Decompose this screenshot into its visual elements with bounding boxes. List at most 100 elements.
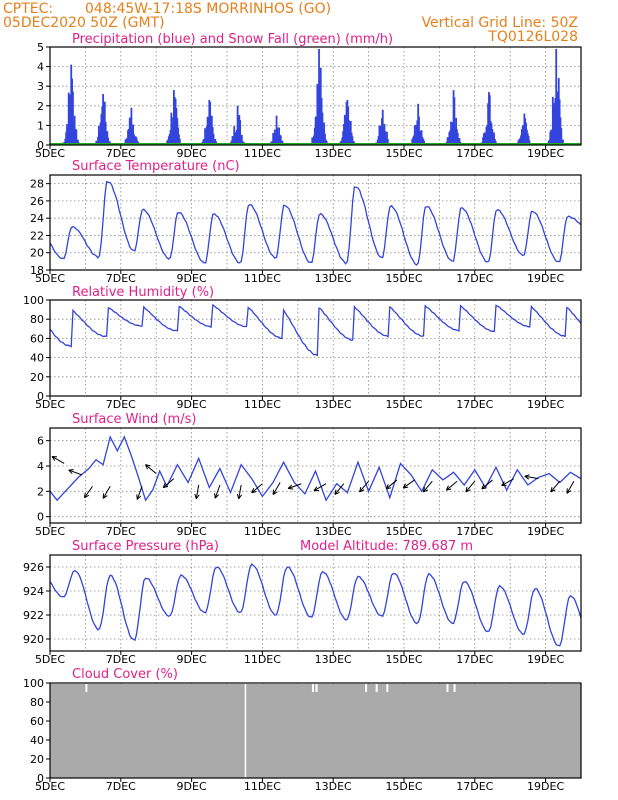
panel-2: Surface Temperature (nC) 18 20 22 24 26 28 5DEC… <box>30 159 582 285</box>
wind-arrow-head <box>251 487 257 494</box>
precip-bar <box>178 139 181 145</box>
x-tick-label: 17DEC <box>456 780 493 793</box>
wind-arrow-head <box>236 493 243 500</box>
wind-arrow-shaft <box>84 485 93 499</box>
x-tick-label: 5DEC <box>35 398 65 411</box>
x-tick-label: 17DEC <box>456 525 493 538</box>
y-tick-label: 926 <box>23 561 44 574</box>
precip-bar <box>423 140 426 145</box>
wind-arrow-head <box>566 488 572 494</box>
x-tick-label: 9DEC <box>177 272 207 285</box>
series-line <box>49 180 582 266</box>
wind-arrow-head <box>145 464 151 470</box>
panel-title: Precipitation (blue) and Snow Fall (gree… <box>72 32 393 47</box>
precip-bar <box>281 140 284 145</box>
precip-bar <box>325 140 328 145</box>
x-tick-label: 13DEC <box>315 272 352 285</box>
x-tick-label: 5DEC <box>35 272 65 285</box>
y-tick-label: 4 <box>37 460 44 473</box>
wind-arrow-shaft <box>334 483 345 495</box>
wind-arrow-head <box>334 489 340 495</box>
wind-arrow-shaft <box>145 464 157 474</box>
x-tick-label: 13DEC <box>315 525 352 538</box>
wind-arrow-head <box>481 484 487 490</box>
wind-arrow-head <box>162 482 169 489</box>
y-tick-label: 60 <box>30 332 44 345</box>
y-tick-label: 100 <box>23 677 44 690</box>
precip-bar <box>107 137 110 145</box>
series-line <box>49 563 582 647</box>
wind-arrow-shaft <box>422 480 433 493</box>
precip-bar <box>493 132 495 145</box>
x-tick-label: 9DEC <box>177 147 207 160</box>
y-tick-label: 100 <box>23 294 44 307</box>
x-tick-label: 19DEC <box>527 525 564 538</box>
wind-arrow-shaft <box>272 482 281 495</box>
wind-arrow-shaft <box>313 483 327 492</box>
x-tick-label: 7DEC <box>106 525 136 538</box>
x-tick-label: 11DEC <box>244 780 281 793</box>
x-tick-label: 5DEC <box>35 780 65 793</box>
precip-bar <box>324 133 326 145</box>
x-tick-label: 5DEC <box>35 653 65 666</box>
wind-arrow-shaft <box>136 486 143 500</box>
panel-5: Surface Pressure (hPa) Model Altitude: 78… <box>23 539 582 666</box>
panel-1: Precipitation (blue) and Snow Fall (gree… <box>35 32 582 160</box>
precip-bar <box>351 136 354 145</box>
x-tick-label: 19DEC <box>527 147 564 160</box>
wind-arrow-head <box>102 493 108 499</box>
plot-frame <box>49 554 582 652</box>
wind-arrow-shaft <box>359 480 369 493</box>
cloud-cover-notch <box>315 683 318 692</box>
x-tick-label: 19DEC <box>527 780 564 793</box>
precip-bar <box>75 129 78 145</box>
x-tick-label: 15DEC <box>385 653 422 666</box>
x-tick-label: 7DEC <box>106 147 136 160</box>
x-tick-label: 15DEC <box>385 780 422 793</box>
wind-arrow-head <box>194 493 200 500</box>
wind-arrow-head <box>83 492 90 499</box>
wind-arrow-head <box>214 493 220 499</box>
header-grid-note: Vertical Grid Line: 50Z <box>422 15 578 31</box>
x-tick-label: 9DEC <box>177 780 207 793</box>
y-tick-label: 0 <box>37 390 44 403</box>
panel-annotation: Model Altitude: 789.687 m <box>300 539 473 554</box>
cloud-cover-gap <box>244 683 247 778</box>
y-tick-label: 4 <box>37 61 44 74</box>
y-tick-label: 0 <box>37 139 44 152</box>
wind-arrow-shaft <box>501 478 514 487</box>
x-tick-label: 15DEC <box>385 398 422 411</box>
x-tick-label: 7DEC <box>106 398 136 411</box>
panel-6: Cloud Cover (%) 0 20 40 60 80 100 5DEC 7DEC 9DEC 1… <box>23 667 582 793</box>
x-tick-label: 15DEC <box>385 147 422 160</box>
x-tick-label: 17DEC <box>456 147 493 160</box>
wind-arrow-shaft <box>162 478 175 489</box>
precip-bar <box>458 138 461 145</box>
y-tick-label: 22 <box>30 229 44 242</box>
y-tick-label: 20 <box>30 753 44 766</box>
y-tick-label: 20 <box>30 247 44 260</box>
x-tick-label: 13DEC <box>315 780 352 793</box>
y-tick-label: 28 <box>30 178 44 191</box>
precip-bar <box>239 120 242 145</box>
y-tick-label: 80 <box>30 696 44 709</box>
cloud-cover-area <box>50 683 581 778</box>
wind-arrow-head <box>385 484 392 490</box>
panel-title: Surface Temperature (nC) <box>72 159 240 174</box>
precip-bar <box>77 140 79 145</box>
cloud-cover-notch <box>446 683 449 692</box>
wind-arrow-shaft <box>402 479 415 489</box>
precip-bar <box>562 139 564 145</box>
cloud-cover-notch <box>311 683 314 692</box>
y-tick-label: 24 <box>30 212 44 225</box>
x-tick-label: 11DEC <box>244 653 281 666</box>
x-tick-label: 19DEC <box>527 272 564 285</box>
precip-bar <box>130 107 133 145</box>
x-tick-label: 19DEC <box>527 398 564 411</box>
wind-arrow-shaft <box>51 456 65 464</box>
panel-title: Cloud Cover (%) <box>72 667 178 682</box>
x-tick-label: 5DEC <box>35 147 65 160</box>
wind-arrow-shaft <box>465 480 476 493</box>
precip-bar <box>279 135 282 145</box>
